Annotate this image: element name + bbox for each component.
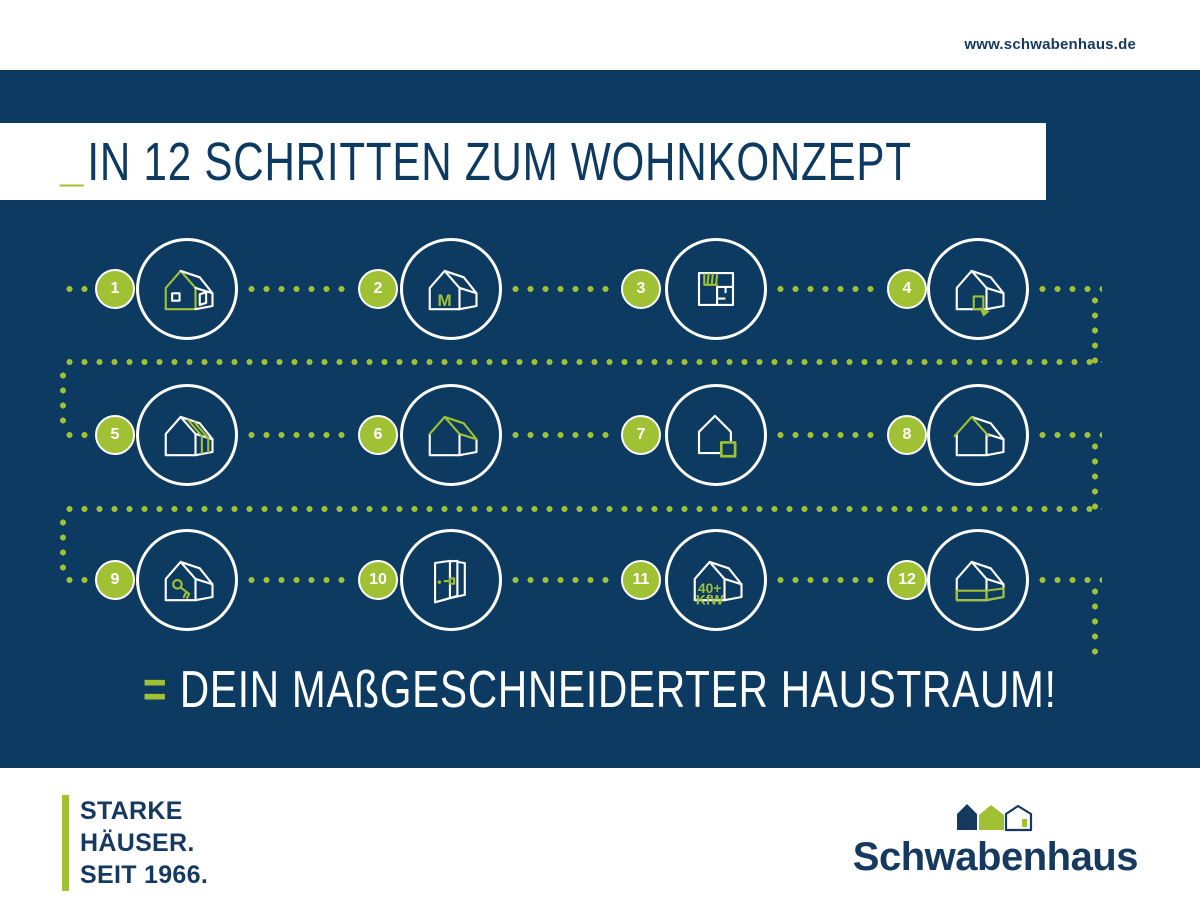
- door-selection-icon: [417, 549, 485, 611]
- logo-houses-icon: [957, 804, 1033, 832]
- step-circle: [400, 384, 502, 486]
- dotted-connector: [244, 286, 351, 292]
- step-number: 3: [636, 280, 646, 297]
- step-number: 7: [636, 426, 646, 443]
- dotted-connector: [508, 432, 614, 438]
- dotted-connector: [1092, 293, 1098, 366]
- kfw-efficiency-house-icon: 40+ KfW: [682, 549, 750, 611]
- dotted-connector: [508, 577, 614, 583]
- house-roof-icon: [417, 404, 485, 466]
- step-number-badge: 9: [95, 560, 135, 600]
- house-construction-icon: [153, 404, 221, 466]
- house-basement-icon: [944, 549, 1012, 611]
- svg-text:M: M: [438, 291, 452, 310]
- house-entrance-icon: [944, 258, 1012, 320]
- tagline-line-2: HÄUSER.: [80, 829, 195, 857]
- dotted-connector: [62, 432, 97, 438]
- step-number: 6: [373, 426, 383, 443]
- dotted-connector: [244, 432, 351, 438]
- equals-sign: =: [143, 661, 168, 719]
- step-number-badge: 7: [621, 415, 661, 455]
- svg-text:40+: 40+: [698, 580, 721, 596]
- step-number-badge: 5: [95, 415, 135, 455]
- model-house-icon: M: [417, 258, 485, 320]
- dotted-connector: [1035, 577, 1102, 583]
- slogan-text: DEIN MAßGESCHNEIDERTER HAUSTRAUM!: [180, 661, 1057, 719]
- step-number: 4: [902, 280, 912, 297]
- title-underscore: _: [60, 131, 85, 192]
- step-number-badge: 4: [887, 269, 927, 309]
- step-number: 12: [898, 571, 916, 588]
- house-annex-icon: [682, 404, 750, 466]
- step-circle: [665, 238, 767, 340]
- step-number: 2: [373, 280, 383, 297]
- step-circle: 40+ KfW: [665, 529, 767, 631]
- brand-tagline: STARKE HÄUSER. SEIT 1966.: [62, 795, 208, 891]
- svg-text:KfW: KfW: [696, 591, 725, 607]
- step-number-badge: 10: [358, 560, 398, 600]
- logo-text: Schwabenhaus: [852, 835, 1139, 879]
- dotted-connector: [773, 432, 880, 438]
- tagline-line-1: STARKE: [80, 797, 183, 825]
- step-circle: [136, 238, 238, 340]
- house-exterior-icon: [153, 258, 221, 320]
- slogan: = DEIN MAßGESCHNEIDERTER HAUSTRAUM!: [0, 660, 1200, 720]
- step-number: 1: [110, 280, 120, 297]
- page-title: IN 12 SCHRITTEN ZUM WOHNKONZEPT: [87, 131, 912, 192]
- dotted-connector: [508, 286, 614, 292]
- title-banner: _IN 12 SCHRITTEN ZUM WOHNKONZEPT: [0, 123, 1046, 200]
- tagline-line-3: SEIT 1966.: [80, 861, 209, 889]
- step-circle: [927, 384, 1029, 486]
- step-circle: M: [400, 238, 502, 340]
- step-circle: [665, 384, 767, 486]
- dotted-connector: [1035, 286, 1102, 292]
- step-number: 10: [369, 571, 387, 588]
- step-circle: [136, 384, 238, 486]
- step-circle: [927, 238, 1029, 340]
- dotted-connector: [62, 506, 1102, 512]
- dotted-connector: [244, 577, 351, 583]
- tagline-accent-bar: [62, 795, 69, 891]
- dotted-connector: [60, 368, 66, 432]
- step-number: 5: [110, 426, 120, 443]
- floor-plan-icon: [682, 258, 750, 320]
- dotted-connector: [62, 577, 97, 583]
- step-number: 9: [110, 571, 120, 588]
- step-circle: [136, 529, 238, 631]
- step-number: 11: [632, 571, 650, 588]
- footer: STARKE HÄUSER. SEIT 1966. Schwabenhaus: [0, 768, 1200, 900]
- schwabenhaus-logo: Schwabenhaus: [852, 802, 1139, 880]
- dotted-connector: [1035, 432, 1102, 438]
- step-number-badge: 6: [358, 415, 398, 455]
- house-key-icon: [153, 549, 221, 611]
- step-number-badge: 8: [887, 415, 927, 455]
- dotted-connector: [1092, 584, 1098, 658]
- house-roof-edge-icon: [944, 404, 1012, 466]
- step-number-badge: 12: [887, 560, 927, 600]
- dotted-connector: [62, 359, 1102, 365]
- dotted-connector: [60, 515, 66, 577]
- website-url: www.schwabenhaus.de: [964, 36, 1136, 53]
- dotted-connector: [773, 286, 880, 292]
- step-number-badge: 2: [358, 269, 398, 309]
- dotted-connector: [1092, 439, 1098, 513]
- step-number-badge: 11: [621, 560, 661, 600]
- top-bar: www.schwabenhaus.de: [0, 0, 1200, 70]
- dotted-connector: [773, 577, 880, 583]
- step-number-badge: 1: [95, 269, 135, 309]
- step-number: 8: [902, 426, 912, 443]
- step-circle: [927, 529, 1029, 631]
- dotted-connector: [62, 286, 97, 292]
- step-number-badge: 3: [621, 269, 661, 309]
- step-circle: [400, 529, 502, 631]
